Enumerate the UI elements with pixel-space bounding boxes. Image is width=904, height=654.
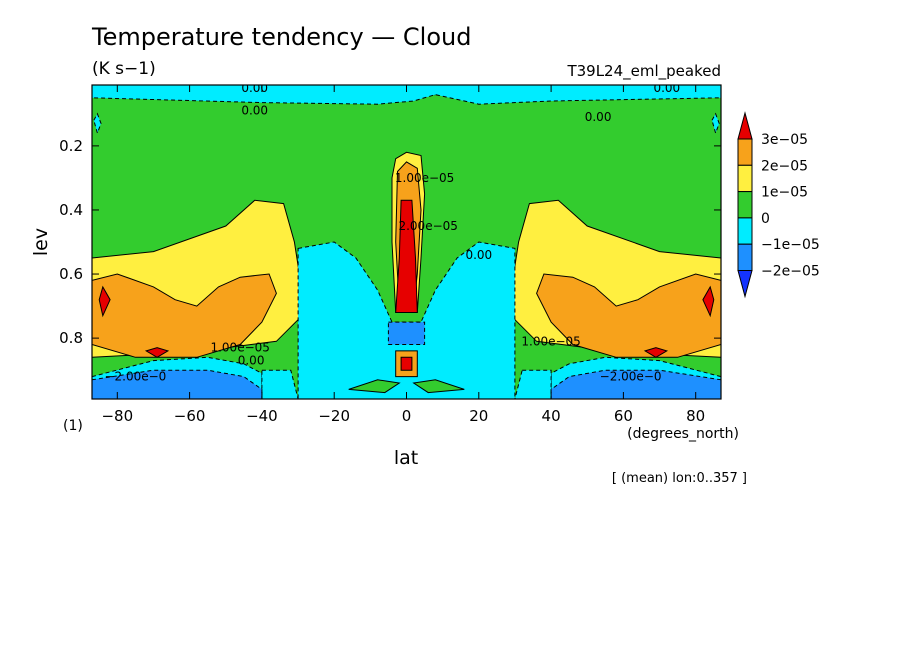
y-tick-label-0: 0.2	[59, 137, 83, 155]
contour-label-5: 1.00e−05	[210, 341, 269, 355]
x-tick-label-0: −80	[101, 407, 133, 425]
contour-region-25	[93, 112, 102, 135]
x-tick-label-6: 40	[542, 407, 561, 425]
x-tick-label-8: 80	[686, 407, 705, 425]
y-axis-units: (1)	[63, 418, 83, 434]
contour-label-1: 0.00	[653, 81, 680, 95]
contour-label-0: 0.00	[241, 81, 268, 95]
legend-label-1: 2e−05	[761, 158, 808, 174]
x-tick-label-1: −60	[174, 407, 206, 425]
contour-label-8: −2.00e−0	[104, 370, 166, 384]
legend-swatch-5	[737, 243, 753, 271]
color-legend: 3e−05 2e−05 1e−05 0 −1e−05 −2e−05	[737, 111, 820, 299]
legend-swatch-3	[737, 191, 753, 219]
y-tick-label-2: 0.6	[59, 265, 83, 283]
y-axis-label: lev	[30, 228, 52, 256]
footnote: [ (mean) lon:0..357 ]	[612, 471, 747, 486]
contour-region-15	[297, 241, 516, 399]
x-tick-label-5: 20	[469, 407, 488, 425]
y-axis: 0.2 0.4 0.6 0.8	[59, 137, 721, 347]
contour-label-6: 1.00e−05	[521, 334, 580, 348]
contour-region-18	[92, 369, 263, 399]
contour-region-11	[144, 347, 170, 358]
legend-swatch-2	[737, 164, 753, 193]
contour-region-9	[98, 285, 111, 318]
contour-label-2: 0.00	[241, 104, 268, 118]
contour-region-20	[387, 321, 426, 345]
legend-label-5: −2e−05	[761, 264, 820, 280]
legend-swatch-4	[737, 217, 753, 245]
contour-region-16	[261, 369, 299, 399]
legend-swatch-6	[737, 270, 753, 299]
contour-label-3: 0.00	[585, 110, 612, 124]
contour-region-26	[711, 112, 720, 135]
y-tick-label-3: 0.8	[59, 329, 83, 347]
chart-units: (K s−1)	[92, 59, 156, 79]
contour-region-5	[92, 273, 277, 358]
contour-label-4: 0.00	[465, 248, 492, 262]
contour-region-24	[400, 356, 413, 371]
contour-label-7: 0.00	[238, 354, 265, 368]
legend-label-2: 1e−05	[761, 185, 808, 201]
contour-region-17	[514, 369, 552, 399]
x-tick-label-7: 60	[614, 407, 633, 425]
x-tick-label-2: −40	[246, 407, 278, 425]
legend-label-4: −1e−05	[761, 237, 820, 253]
contour-region-10	[702, 285, 715, 318]
experiment-label: T39L24_eml_peaked	[566, 62, 721, 81]
legend-label-3: 0	[761, 211, 770, 227]
contour-region-6	[536, 273, 721, 358]
x-axis-label: lat	[394, 447, 418, 469]
contour-label-9: −2.00e−0	[600, 370, 662, 384]
contour-region-19	[550, 369, 721, 399]
legend-label-0: 3e−05	[761, 132, 808, 148]
contour-region-22	[412, 379, 465, 394]
contour-region-21	[348, 379, 401, 394]
x-axis: −80 −60 −40 −20 0 20 40 60 80	[101, 85, 705, 425]
x-axis-units: (degrees_north)	[627, 426, 739, 442]
x-tick-label-3: −20	[318, 407, 350, 425]
contour-label-10: 1.00e−05	[395, 171, 454, 185]
contour-label-11: 2.00e−05	[398, 219, 457, 233]
legend-swatch-1	[737, 138, 753, 166]
contour-region-8	[395, 199, 418, 313]
y-tick-label-1: 0.4	[59, 201, 83, 219]
x-tick-label-4: 0	[402, 407, 412, 425]
chart-title: Temperature tendency — Cloud	[91, 23, 471, 51]
contour-region-12	[643, 347, 669, 358]
plot-area: 0.00 0.000.00 0.000.001.00e−05 1.00e−050.00…	[91, 81, 722, 400]
contour-region-1	[92, 85, 721, 105]
